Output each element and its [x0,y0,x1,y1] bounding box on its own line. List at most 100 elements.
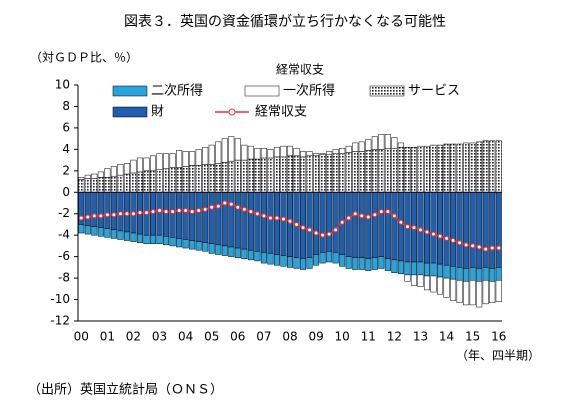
bar-segment [326,251,333,263]
bar-segment [202,164,209,193]
bar-segment [130,172,137,193]
y-tick-label: 2 [62,163,70,177]
bar-segment [378,192,385,257]
bar-segment [345,192,352,257]
bar-segment [332,153,339,193]
bar-segment [404,274,411,282]
line-marker [91,213,97,219]
bar-segment [313,153,320,157]
bar-segment [430,275,437,293]
bar-segment [104,177,111,193]
bar-segment [110,175,117,193]
bar-segment [306,151,313,157]
bar-segment [417,192,424,263]
line-marker [398,219,404,225]
bar-segment [443,277,450,298]
bar-segment [84,178,91,193]
line-marker [235,204,241,210]
bar-segment [358,151,365,193]
line-marker [294,221,300,227]
x-tick-label: 14 [439,330,454,344]
bar-segment [91,173,98,179]
bar-segment [215,141,222,164]
bar-segment [410,261,417,276]
line-marker [424,229,430,235]
bar-segment [293,257,300,269]
line-marker [130,211,136,217]
bar-segment [273,156,280,193]
bar-segment [293,148,300,157]
bar-segment [417,274,424,287]
bar-segment [384,192,391,260]
bar-segment [300,151,307,158]
bar-segment [456,279,463,304]
bar-segment [234,192,241,249]
bar-segment [430,192,437,264]
bar-segment [391,259,398,273]
bar-segment [482,140,489,193]
bar-segment [450,278,457,301]
bar-segment [195,149,202,166]
bar-segment [110,166,117,177]
y-tick-label: -6 [58,249,70,263]
y-tick-label: -10 [50,292,70,306]
line-marker [163,209,169,215]
bar-segment [215,244,222,255]
bar-segment [476,268,483,282]
x-tick-label: 07 [256,330,271,344]
line-marker [417,227,423,233]
bar-segment [476,141,483,193]
bar-segment [273,254,280,266]
bar-segment [208,243,215,254]
line-marker [228,201,234,207]
bar-segment [339,153,346,193]
bar-segment [97,227,104,237]
bar-segment [241,248,248,260]
line-marker [450,238,456,244]
bar-segment [169,167,176,193]
bar-segment [339,254,346,267]
line-marker [300,225,306,231]
bar-segment [104,192,111,229]
x-tick-label: 12 [387,330,402,344]
bar-segment [397,146,404,193]
bar-segment [404,146,411,193]
bar-segment [228,136,235,162]
bar-segment [221,245,228,256]
bar-segment [182,166,189,193]
bar-segment [84,192,91,226]
bar-segment [150,155,157,172]
bar-segment [371,136,378,150]
y-axis-label: （対ＧＤＰ比、％） [30,51,138,65]
bar-segment [234,159,241,193]
bar-segment [110,229,117,239]
chart-title: 図表３．英国の資金循環が立ち行かなくなる可能性 [124,13,446,30]
bar-segment [143,234,150,245]
bar-segment [495,140,502,193]
bar-segment [130,232,137,242]
bar-segment [430,262,437,277]
bar-segment [423,275,430,291]
line-marker [143,210,149,216]
bar-segment [423,145,430,193]
bar-segment [443,192,450,266]
bar-segment [463,192,470,269]
x-tick-label: 08 [282,330,297,344]
bar-segment [482,192,489,268]
x-tick-label: 16 [491,330,506,344]
bar-segment [280,255,287,267]
line-marker [117,211,123,217]
bar-segment [254,158,261,193]
bar-segment [345,145,352,153]
bar-segment [163,236,170,246]
line-marker [411,225,417,231]
bar-segment [437,276,444,295]
bar-segment [136,171,143,193]
bar-segment [260,192,267,253]
bar-segment [169,153,176,168]
bar-segment [208,192,215,245]
bar-segment [280,145,287,158]
bar-segment [286,192,294,257]
line-marker [241,206,247,212]
